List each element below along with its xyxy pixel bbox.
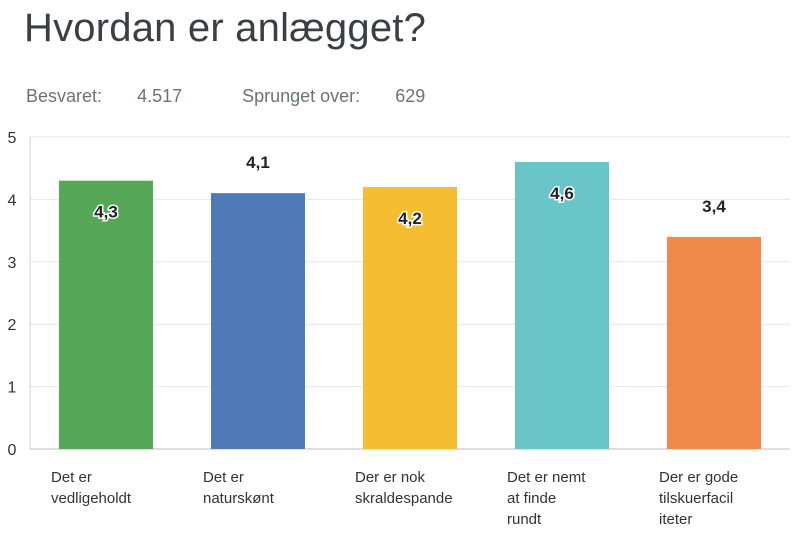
y-tick-label: 5 <box>8 130 17 147</box>
skipped-count: Sprunget over: 629 <box>242 86 455 106</box>
data-label: 4,3 <box>94 203 118 222</box>
data-label: 4,6 <box>550 184 574 203</box>
skipped-label: Sprunget over: <box>242 86 361 106</box>
skipped-value: 629 <box>395 86 426 106</box>
answered-value: 4.517 <box>137 86 183 106</box>
bar <box>211 193 305 449</box>
y-tick-label: 1 <box>8 380 17 397</box>
x-tick-label: Det er vedligeholdt <box>51 469 132 507</box>
page-title: Hvordan er anlægget? <box>24 6 427 50</box>
y-tick-label: 0 <box>8 442 17 459</box>
answered-label: Besvaret: <box>26 86 103 106</box>
data-label: 4,1 <box>246 153 270 172</box>
response-stats: Besvaret: 4.517 Sprunget over: 629 <box>26 86 485 107</box>
y-tick-label: 4 <box>8 192 17 209</box>
answered-count: Besvaret: 4.517 <box>26 86 212 106</box>
bar <box>59 180 153 449</box>
bar <box>667 236 761 449</box>
x-tick-label: Det er naturskønt <box>203 469 275 507</box>
data-label: 4,2 <box>398 209 422 228</box>
y-tick-label: 2 <box>8 317 17 334</box>
bar <box>515 161 609 449</box>
x-tick-label: Der er gode tilskuerfacil iteter <box>659 469 738 528</box>
x-tick-label: Det er nemt at finde rundt <box>507 469 586 528</box>
y-tick-label: 3 <box>8 255 17 272</box>
x-tick-label: Der er nok skraldespande <box>355 469 453 507</box>
bar <box>363 186 457 450</box>
data-label: 3,4 <box>702 197 726 216</box>
